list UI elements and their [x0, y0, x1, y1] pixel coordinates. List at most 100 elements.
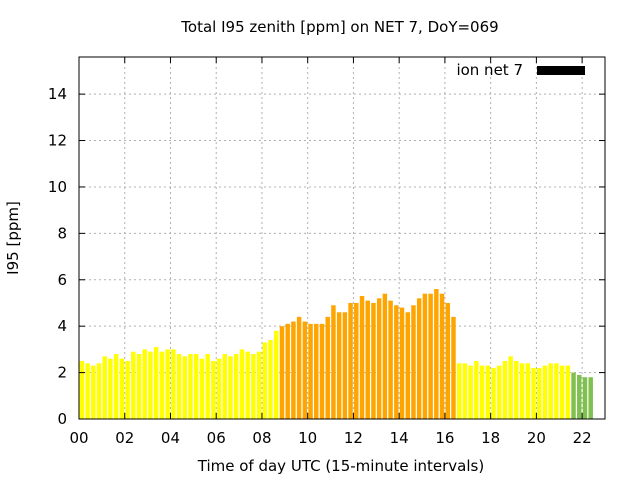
bar	[171, 349, 176, 419]
x-tick-label: 06	[207, 429, 226, 447]
y-tick-label: 10	[48, 178, 67, 196]
bar	[262, 342, 268, 419]
bar	[245, 351, 250, 419]
bar	[319, 323, 325, 419]
bar	[85, 363, 90, 419]
bar	[582, 377, 588, 419]
chart-title: Total I95 zenith [ppm] on NET 7, DoY=069	[180, 18, 498, 36]
bar	[462, 363, 468, 419]
x-tick-label: 00	[69, 429, 88, 447]
y-tick-label: 6	[57, 271, 67, 289]
bar	[548, 363, 553, 419]
bar	[296, 316, 302, 419]
bar	[577, 374, 582, 419]
bar	[359, 296, 365, 419]
bar	[256, 351, 262, 419]
x-tick-label: 14	[390, 429, 409, 447]
bar	[142, 349, 147, 419]
bar	[411, 305, 416, 419]
y-tick-label: 2	[57, 364, 67, 382]
bar	[485, 365, 491, 419]
bar	[422, 293, 428, 419]
y-tick-label: 0	[57, 410, 67, 428]
legend-swatch	[537, 66, 585, 75]
legend: ion net 7	[456, 61, 585, 79]
bar	[228, 356, 233, 419]
bar	[216, 358, 222, 419]
bar	[251, 354, 256, 419]
bar	[537, 367, 542, 419]
bar	[456, 363, 462, 419]
bar	[525, 363, 531, 419]
x-tick-label: 02	[115, 429, 134, 447]
bar	[588, 377, 593, 419]
bar	[182, 356, 187, 419]
bar	[388, 300, 393, 419]
bar	[508, 356, 513, 419]
y-tick-label: 4	[57, 317, 67, 335]
bar	[434, 289, 439, 419]
bar	[188, 354, 193, 419]
bar	[222, 354, 228, 419]
bar	[131, 351, 136, 419]
bar	[193, 354, 199, 419]
bar	[285, 323, 290, 419]
x-tick-label: 22	[573, 429, 592, 447]
bar	[571, 372, 576, 419]
bar	[514, 360, 519, 419]
bar	[148, 351, 153, 419]
x-tick-label: 08	[252, 429, 271, 447]
bar	[165, 349, 170, 419]
bar	[336, 312, 342, 419]
x-tick-label: 20	[527, 429, 546, 447]
bar	[113, 354, 119, 419]
bar	[308, 323, 313, 419]
bar	[199, 358, 205, 419]
bar	[176, 354, 182, 419]
bar	[502, 360, 508, 419]
bar	[354, 302, 359, 419]
plot-frame	[78, 56, 606, 420]
bar	[342, 312, 348, 419]
bar	[531, 367, 536, 419]
bar	[428, 293, 433, 419]
bar	[474, 360, 479, 419]
bar	[399, 307, 405, 419]
x-tick-label: 04	[161, 429, 180, 447]
bar	[365, 300, 370, 419]
bar	[119, 358, 125, 419]
bar	[268, 340, 273, 419]
bar	[382, 293, 388, 419]
bar	[136, 354, 142, 419]
bar	[325, 316, 330, 419]
bar	[279, 326, 285, 419]
bar	[394, 305, 399, 419]
bar	[439, 293, 445, 419]
grid-lines	[79, 57, 605, 419]
bar	[479, 365, 485, 419]
bar	[239, 349, 245, 419]
x-tick-label: 18	[481, 429, 500, 447]
bar	[205, 354, 210, 419]
bar	[234, 354, 239, 419]
bar	[274, 330, 279, 419]
bar	[451, 316, 456, 419]
bar	[211, 360, 216, 419]
bar	[416, 298, 422, 419]
bar	[468, 365, 473, 419]
bar	[291, 321, 296, 419]
bar	[108, 358, 113, 419]
bar	[371, 302, 376, 419]
bar	[554, 363, 559, 419]
bar	[348, 302, 353, 419]
bar-series	[79, 289, 593, 419]
bar	[125, 360, 130, 419]
y-axis-label: I95 [ppm]	[4, 201, 22, 275]
bar	[445, 302, 450, 419]
bar	[96, 363, 102, 419]
y-tick-label: 8	[57, 224, 67, 242]
bar	[405, 312, 410, 419]
bar	[559, 365, 565, 419]
y-tick-label: 12	[48, 132, 67, 150]
